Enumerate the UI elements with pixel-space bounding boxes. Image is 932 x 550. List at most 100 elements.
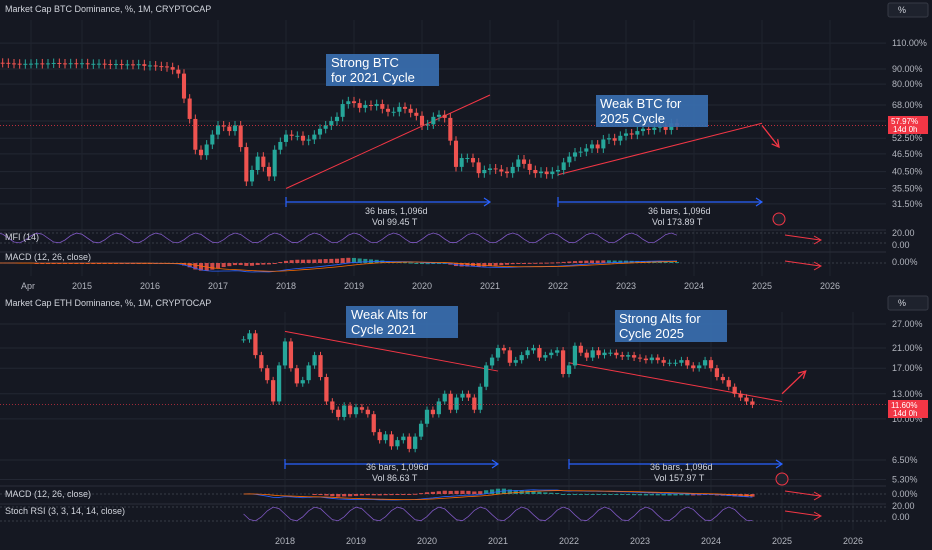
eth-annotation-strong[interactable]: Strong Alts for Cycle 2025 [615, 310, 727, 342]
btc-candle-116 [623, 133, 629, 136]
eth-pane-arrow-0 [784, 490, 821, 497]
btc-macd-bar-98 [521, 263, 527, 264]
eth-projection-arrow [781, 370, 807, 395]
btc-candle-89 [470, 158, 476, 163]
eth-range2-vol: Vol 157.97 T [654, 473, 705, 483]
eth-macd-bar-13 [318, 494, 323, 495]
btc-candle-12 [34, 63, 39, 65]
btc-candle-61 [312, 134, 317, 140]
btc-xtick-9: 2023 [616, 281, 636, 291]
eth-macd-bar-39 [472, 491, 477, 494]
btc-candle-34 [159, 66, 164, 68]
btc-ytick-1: 90.00% [892, 64, 923, 74]
eth-macd-bar-56 [572, 494, 578, 495]
btc-candle-42 [204, 144, 209, 156]
btc-macd-bar-115 [618, 260, 623, 263]
eth-candle-19 [353, 407, 359, 415]
btc-macd-bar-108 [578, 260, 583, 263]
btc-macd-bar-47 [232, 263, 238, 266]
eth-annotation-weak[interactable]: Weak Alts for Cycle 2021 [346, 306, 458, 338]
btc-macd-bar-81 [425, 263, 430, 265]
eth-price-tag-value: 11.60% [891, 401, 918, 410]
btc-candle-29 [130, 64, 136, 66]
btc-macd-bar-106 [567, 261, 572, 263]
eth-candle-81 [720, 377, 725, 381]
eth-candle-45 [507, 350, 512, 363]
btc-candle-70 [363, 104, 368, 108]
btc-candle-115 [618, 135, 623, 141]
btc-annotation-strong[interactable]: Strong BTC for 2021 Cycle [326, 54, 439, 86]
btc-xtick-6: 2020 [412, 281, 432, 291]
eth-candle-84 [738, 393, 743, 398]
btc-macd-bar-82 [431, 263, 436, 265]
btc-candle-31 [142, 64, 147, 66]
btc-macd-bar-104 [555, 262, 561, 264]
btc-macd-bar-57 [289, 260, 294, 263]
btc-candle-53 [266, 166, 272, 177]
btc-macd-bar-101 [538, 262, 544, 264]
eth-price-tag-countdown: 14d 0h [893, 409, 917, 418]
btc-macd-bar-63 [323, 259, 328, 263]
eth-candle-1 [247, 333, 252, 340]
btc-candle-51 [255, 156, 260, 170]
eth-macd-bar-18 [347, 494, 353, 497]
btc-xtick-4: 2018 [276, 281, 296, 291]
eth-candle-53 [555, 350, 560, 353]
eth-ytick-0: 27.00% [892, 319, 923, 329]
eth-macd-bar-40 [478, 491, 483, 494]
btc-candle-11 [28, 63, 34, 65]
btc-macd-bar-74 [385, 261, 391, 263]
btc-candle-84 [442, 114, 447, 118]
btc-macd-bar-99 [527, 262, 532, 264]
eth-candle-24 [383, 434, 388, 441]
btc-candle-10 [23, 63, 28, 65]
btc-candle-15 [51, 62, 56, 64]
eth-xtick-0: 2018 [275, 536, 295, 546]
eth-dominance-panel: Market Cap ETH Dominance, %, 1M, CRYPTOC… [0, 295, 929, 546]
eth-candle-66 [631, 355, 637, 358]
btc-unit-box[interactable] [887, 2, 929, 18]
eth-macd-bar-35 [448, 490, 453, 494]
eth-macd-bar-53 [555, 493, 560, 495]
eth-unit-box[interactable] [887, 295, 929, 311]
eth-candle-54 [560, 350, 566, 374]
btc-range2-bars: 36 bars, 1,096d [648, 206, 711, 216]
eth-candle-17 [342, 405, 347, 417]
btc-annotation-weak[interactable]: Weak BTC for 2025 Cycle [596, 95, 708, 127]
eth-macd-bar-36 [454, 490, 459, 494]
btc-dominance-panel: Market Cap BTC Dominance, %, 1M, CRYPTOC… [0, 2, 929, 291]
eth-macd-bar-22 [371, 494, 376, 496]
btc-candle-58 [295, 135, 300, 137]
btc-macd-bar-38 [181, 263, 187, 266]
btc-macd-bar-67 [346, 257, 351, 263]
btc-macd-bar-40 [193, 263, 198, 270]
eth-candle-23 [377, 432, 382, 441]
eth-projection-arrow-head [797, 370, 807, 379]
btc-macd-bar-50 [249, 263, 255, 266]
btc-candle-76 [397, 106, 402, 112]
eth-candle-77 [697, 365, 702, 369]
btc-macd-bar-119 [640, 261, 646, 263]
btc-projection-arrow-head [771, 139, 780, 149]
btc-candle-55 [278, 141, 283, 150]
eth-macd-bar-23 [377, 494, 382, 496]
eth-unit-label: % [898, 298, 906, 308]
eth-candle-3 [259, 355, 264, 369]
btc-candle-39 [187, 98, 192, 119]
btc-macd-bar-59 [300, 259, 306, 263]
btc-ytick-8: 35.50% [892, 183, 923, 193]
btc-candle-91 [482, 169, 487, 174]
eth-candle-16 [336, 409, 341, 417]
eth-candle-14 [324, 377, 329, 402]
btc-candle-40 [193, 118, 198, 150]
eth-candle-28 [407, 436, 412, 449]
btc-trendline-0 [285, 94, 491, 189]
btc-candle-45 [221, 125, 226, 127]
btc-candle-24 [102, 63, 107, 65]
btc-xtick-2: 2016 [140, 281, 160, 291]
btc-candle-49 [244, 147, 249, 182]
btc-xtick-10: 2024 [684, 281, 704, 291]
eth-candle-51 [543, 355, 548, 358]
eth-candle-82 [726, 380, 731, 387]
